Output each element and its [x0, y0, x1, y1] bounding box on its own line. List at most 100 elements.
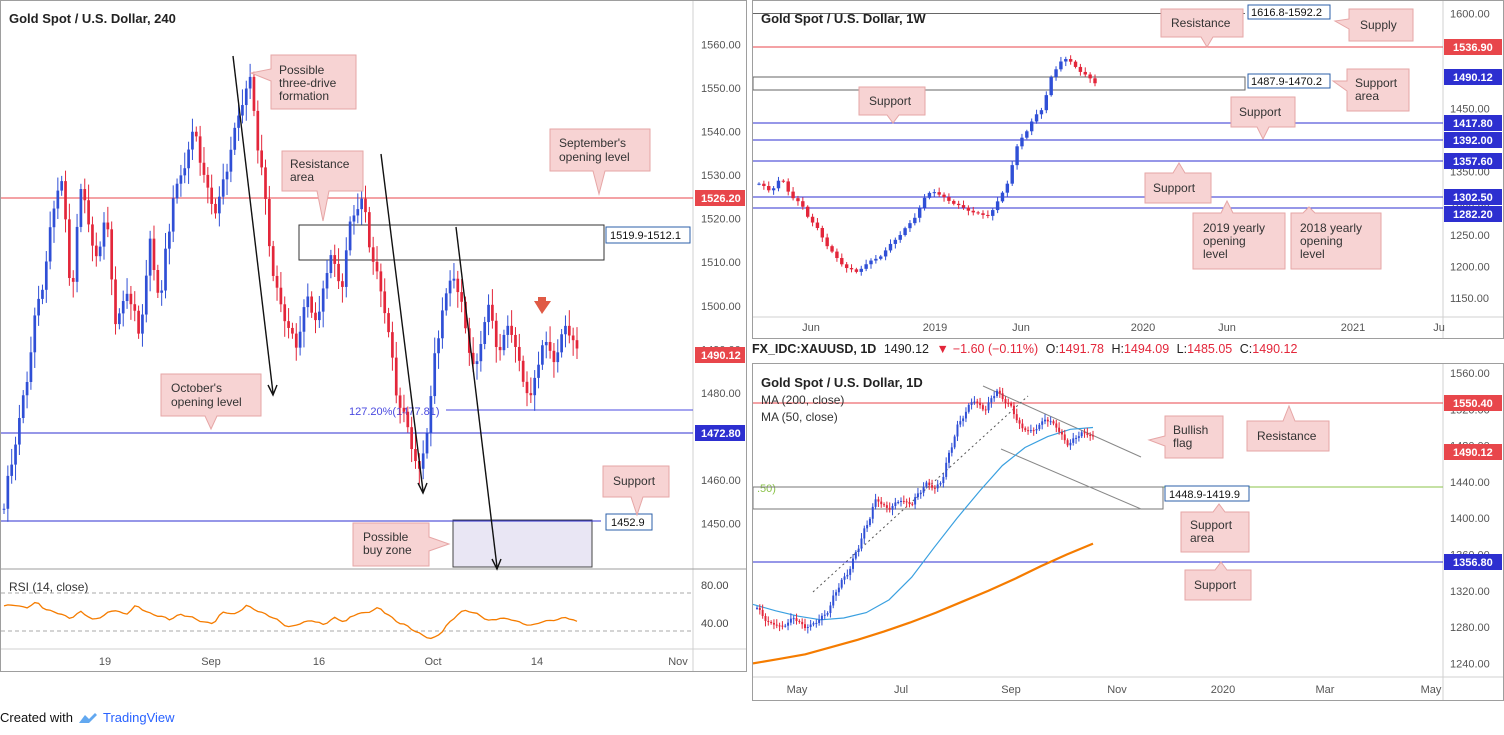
candle-body [832, 595, 835, 606]
chart-daily-panel[interactable]: 1240.001280.001320.001360.001400.001440.… [752, 363, 1504, 701]
candle-body [1080, 432, 1083, 437]
chart-4h-panel[interactable]: 1450.001460.001470.001480.001490.001500.… [0, 0, 747, 672]
candle-body [325, 273, 329, 289]
candle-body [1029, 430, 1032, 432]
candle-body [801, 201, 805, 207]
candle-body [775, 624, 778, 626]
x-tick-label: 16 [313, 656, 325, 668]
callout-bullish-flag: Bullish flag [1147, 415, 1224, 459]
price-tag-current [695, 347, 745, 363]
svg-text:flag: flag [1173, 436, 1192, 450]
candle-body [171, 198, 175, 232]
tradingview-link[interactable]: TradingView [102, 710, 175, 725]
candle-body [529, 393, 533, 396]
candle-body [894, 502, 897, 507]
candle-body [494, 320, 498, 347]
candle-body [932, 192, 937, 194]
candle-body [925, 482, 928, 487]
candle-body [56, 190, 60, 209]
candle-body [514, 334, 517, 347]
candle-body [772, 622, 775, 625]
callout-three-drive: Possible three-drive formation [249, 54, 357, 110]
candle-body [956, 203, 961, 206]
candle-body [1058, 427, 1061, 432]
x-axis-ticks: Jun 2019 Jun 2020 Jun 2021 Ju [802, 322, 1445, 334]
candle-body [444, 293, 448, 311]
callout-2019-open: 2019 yearly opening level [1192, 199, 1286, 270]
tag-1302 [1444, 189, 1502, 205]
svg-text:buy zone: buy zone [363, 543, 412, 557]
candle-body [976, 212, 980, 214]
y-tick-label: 1480.00 [701, 388, 741, 400]
candle-body [75, 226, 79, 282]
rsi-tick-80: 80.00 [701, 580, 729, 592]
candle-body [823, 614, 826, 616]
candle-body [1027, 430, 1030, 432]
candle-body [206, 174, 210, 188]
candle-body [333, 255, 337, 264]
candle-body [252, 76, 256, 111]
candle-body [2, 508, 6, 510]
callout-support-area: Support area [1331, 68, 1410, 112]
candle-body [840, 579, 843, 588]
candle-body [837, 587, 840, 593]
tag-1536-text: 1536.90 [1453, 42, 1493, 54]
candle-body [44, 261, 48, 290]
svg-text:Resistance: Resistance [290, 157, 350, 171]
chart-weekly-panel[interactable]: 1150.001200.001250.001300.001350.001400.… [752, 0, 1504, 339]
candle-body [945, 462, 948, 477]
chart-title: Gold Spot / U.S. Dollar, 1D [761, 375, 923, 390]
support-area-label: 1448.9-1419.9 [1169, 489, 1240, 501]
candle-body [1015, 414, 1018, 421]
candle-body [548, 341, 552, 351]
candle-body [849, 268, 854, 270]
footer: Created with TradingView [0, 710, 175, 725]
candle-body [29, 352, 33, 382]
svg-text:Possible: Possible [363, 530, 409, 544]
candle-body [879, 256, 883, 259]
candle-body [321, 288, 325, 312]
price-tag-red [695, 190, 745, 206]
candle-body [391, 332, 394, 358]
svg-text:area: area [290, 170, 314, 184]
candle-body [1024, 428, 1027, 431]
candle-body [859, 268, 863, 272]
y-tick-label: 1510.00 [701, 257, 741, 269]
candle-body [897, 502, 900, 504]
candle-body [306, 296, 310, 308]
svg-text:2018 yearly: 2018 yearly [1300, 221, 1362, 235]
candle-body [757, 183, 761, 185]
candle-body [1077, 436, 1080, 438]
candle-body [1093, 78, 1097, 84]
candle-body [279, 287, 283, 305]
chart-4h-svg[interactable]: 1450.001460.001470.001480.001490.001500.… [1, 1, 746, 671]
supply-zone-label-box [1247, 4, 1331, 20]
close-label: C: [1239, 342, 1253, 356]
candle-body [835, 251, 839, 259]
candle-body [448, 280, 452, 294]
tag-1282 [1444, 206, 1502, 222]
x-tick-label: 2020 [1131, 322, 1155, 334]
resistance-zone-box [298, 224, 605, 261]
callout-resistance: Resistance [1160, 8, 1244, 48]
chart-weekly-svg[interactable]: 1150.001200.001250.001300.001350.001400.… [753, 1, 1503, 338]
chart-daily-svg[interactable]: 1240.001280.001320.001360.001400.001440.… [753, 364, 1503, 700]
down-triangle-icon: ▼ [936, 342, 949, 356]
candle-body [10, 464, 14, 476]
low-value: 1485.05 [1187, 342, 1233, 356]
fib-label: 127.20%(1477.81) [349, 406, 440, 418]
tag-1357-text: 1357.60 [1453, 156, 1493, 168]
candle-body [1007, 403, 1010, 405]
candle-body [936, 484, 939, 489]
candle-body [283, 304, 287, 322]
candle-body [114, 279, 117, 325]
candle-body [71, 277, 75, 282]
candle-body [952, 200, 956, 204]
candle-body [804, 624, 806, 628]
svg-text:September's: September's [559, 136, 626, 150]
svg-text:Support: Support [1194, 578, 1237, 592]
candle-body [820, 615, 823, 620]
support-area-label-box [1164, 485, 1250, 502]
candle-body [421, 453, 425, 469]
candle-body [21, 395, 25, 418]
